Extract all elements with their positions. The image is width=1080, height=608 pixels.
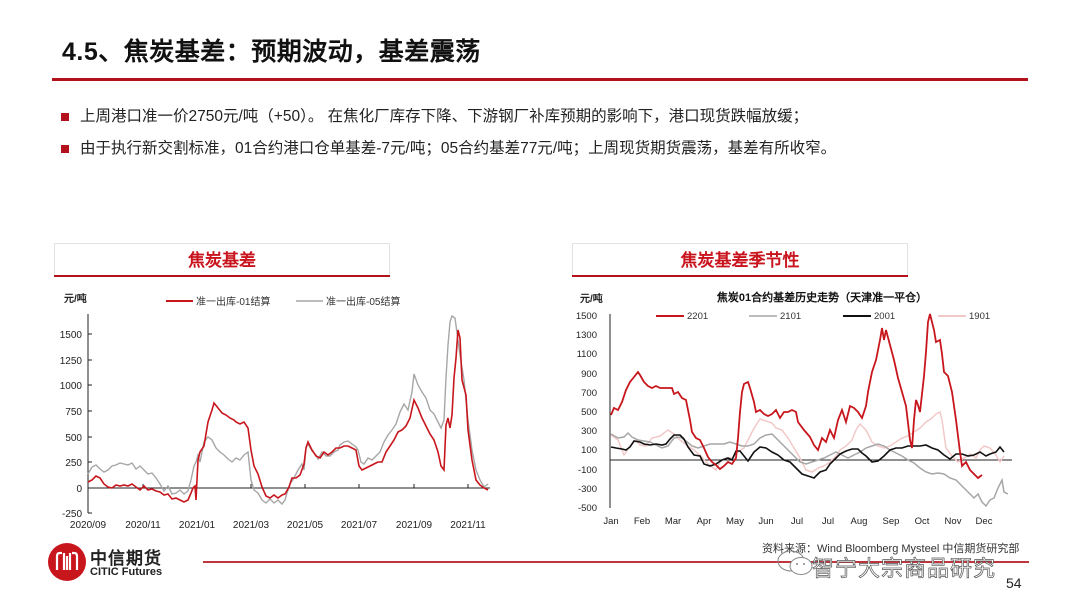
- series-01-line: [87, 329, 489, 503]
- footer-divider: [203, 561, 1029, 563]
- svg-text:-100: -100: [578, 465, 597, 476]
- left-y-ticks: 1500 1250 1000 750 500 250 0 -250: [60, 330, 83, 520]
- left-x-ticks: 2020/09 2020/11 2021/01 2021/03 2021/05 …: [70, 520, 486, 531]
- left-chart-unit: 元/吨: [64, 292, 87, 305]
- page-title: 4.5、焦炭基差：预期波动，基差震荡: [62, 38, 481, 66]
- right-panel-divider: [572, 275, 908, 277]
- svg-text:2021/11: 2021/11: [450, 520, 486, 531]
- right-chart-unit: 元/吨: [580, 292, 603, 305]
- watermark-text: 智宁大宗商品研究: [812, 556, 997, 582]
- svg-text:2021/05: 2021/05: [287, 520, 324, 531]
- svg-text:500: 500: [65, 433, 82, 444]
- citic-logo-icon: [48, 543, 86, 581]
- svg-text:500: 500: [581, 407, 597, 418]
- svg-text:May: May: [726, 516, 744, 527]
- left-chart-legend: 准一出库-01结算 准一出库-05结算: [166, 295, 400, 308]
- svg-text:0: 0: [76, 484, 82, 495]
- page-number: 54: [1006, 575, 1022, 591]
- bullet-square-icon: [61, 145, 69, 153]
- left-panel-divider: [54, 275, 390, 277]
- svg-text:2001: 2001: [874, 311, 895, 322]
- svg-text:750: 750: [65, 407, 82, 418]
- right-chart-legend: 2201 2101 2001 1901: [656, 311, 990, 322]
- right-x-ticks: Jan Feb Mar Apr May Jun Jul Jul Aug Sep …: [603, 516, 992, 527]
- left-chart: 元/吨 准一出库-01结算 准一出库-05结算 1500 1250 1000 7…: [60, 292, 490, 531]
- right-chart: 元/吨 焦炭01合约基差历史走势（天津准一平仓） 2201 2101 2001 …: [576, 290, 1012, 527]
- svg-text:2101: 2101: [780, 311, 801, 322]
- bullet-item: 上周港口准一价2750元/吨（+50）。 在焦化厂库存下降、下游钢厂补库预期的影…: [60, 104, 836, 136]
- svg-text:Jul: Jul: [791, 516, 803, 527]
- right-panel-title: 焦炭基差季节性: [572, 243, 908, 276]
- svg-text:1100: 1100: [577, 349, 597, 360]
- svg-text:Feb: Feb: [634, 516, 650, 527]
- svg-text:Mar: Mar: [665, 516, 681, 527]
- svg-text:100: 100: [581, 445, 597, 456]
- bullet-item: 由于执行新交割标准，01合约港口仓单基差-7元/吨；05合约基差77元/吨；上周…: [60, 136, 836, 168]
- svg-text:Jun: Jun: [758, 516, 773, 527]
- svg-text:Jan: Jan: [603, 516, 618, 527]
- legend-label-05: 准一出库-05结算: [326, 295, 400, 308]
- legend-label-01: 准一出库-01结算: [196, 295, 270, 308]
- series-2101-line: [610, 431, 1009, 508]
- bullet-text: 由于执行新交割标准，01合约港口仓单基差-7元/吨；05合约基差77元/吨；上周…: [80, 140, 837, 157]
- svg-text:Nov: Nov: [945, 516, 962, 527]
- source-note: 资料来源：Wind Bloomberg Mysteel 中信期货研究部: [762, 543, 1020, 555]
- right-chart-title: 焦炭01合约基差历史走势（天津准一平仓）: [716, 290, 927, 304]
- svg-text:2021/01: 2021/01: [179, 520, 216, 531]
- svg-text:1500: 1500: [60, 330, 83, 341]
- bullet-square-icon: [61, 113, 69, 121]
- right-y-ticks: 1500 1300 1100 900 700 500 300 100 -100 …: [576, 311, 597, 514]
- svg-text:2201: 2201: [687, 311, 708, 322]
- title-divider: [52, 78, 1028, 81]
- series-2001-line: [610, 434, 1005, 479]
- svg-text:Aug: Aug: [851, 516, 868, 527]
- series-05-line: [87, 314, 489, 506]
- svg-text:1250: 1250: [60, 356, 83, 367]
- svg-text:2021/07: 2021/07: [341, 520, 378, 531]
- svg-text:1000: 1000: [60, 381, 83, 392]
- logo-chinese-name: 中信期货: [90, 549, 162, 569]
- svg-text:900: 900: [581, 369, 597, 380]
- bullet-list: 上周港口准一价2750元/吨（+50）。 在焦化厂库存下降、下游钢厂补库预期的影…: [60, 104, 836, 168]
- svg-text:700: 700: [581, 388, 597, 399]
- svg-text:2020/09: 2020/09: [70, 520, 107, 531]
- svg-text:1901: 1901: [969, 311, 990, 322]
- series-2201-line: [610, 313, 983, 480]
- svg-text:Oct: Oct: [915, 516, 930, 527]
- left-panel-title: 焦炭基差: [54, 243, 390, 276]
- logo-english-name: CITIC Futures: [90, 566, 163, 578]
- svg-text:Apr: Apr: [697, 516, 712, 527]
- svg-text:-300: -300: [578, 484, 597, 495]
- svg-text:2021/03: 2021/03: [233, 520, 270, 531]
- svg-text:-500: -500: [578, 503, 597, 514]
- wechat-watermark-icon: [777, 550, 813, 575]
- svg-text:Sep: Sep: [883, 516, 900, 527]
- svg-text:Dec: Dec: [976, 516, 993, 527]
- svg-text:1300: 1300: [576, 330, 597, 341]
- svg-text:Jul: Jul: [822, 516, 834, 527]
- svg-text:2020/11: 2020/11: [125, 520, 161, 531]
- svg-text:2021/09: 2021/09: [396, 520, 433, 531]
- svg-text:300: 300: [581, 426, 597, 437]
- bullet-text: 上周港口准一价2750元/吨（+50）。 在焦化厂库存下降、下游钢厂补库预期的影…: [80, 108, 809, 125]
- svg-text:-250: -250: [62, 509, 82, 520]
- svg-text:250: 250: [65, 458, 82, 469]
- svg-text:1500: 1500: [576, 311, 597, 322]
